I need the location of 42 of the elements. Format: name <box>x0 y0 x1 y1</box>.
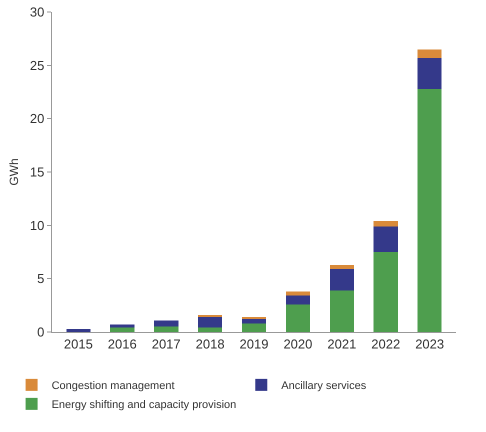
bar <box>286 304 310 332</box>
bar <box>154 326 178 332</box>
bar <box>110 324 134 328</box>
legend-label: Congestion management <box>52 380 175 392</box>
x-tick-label: 2015 <box>64 336 93 352</box>
bar <box>198 328 222 332</box>
bar <box>198 317 222 328</box>
x-tick-label: 2022 <box>371 336 400 352</box>
bar <box>374 221 398 226</box>
y-tick-label: 20 <box>30 111 44 126</box>
x-tick-label: 2016 <box>108 336 137 352</box>
x-tick-label: 2020 <box>283 336 312 352</box>
bar <box>110 328 134 332</box>
y-tick-label: 10 <box>30 218 44 233</box>
legend-label: Ancillary services <box>281 380 367 392</box>
x-tick-label: 2023 <box>415 336 444 352</box>
bar <box>286 291 310 296</box>
x-tick-label: 2018 <box>196 336 225 352</box>
y-axis-title: GWh <box>7 158 21 186</box>
y-tick-label: 5 <box>37 271 44 286</box>
bar <box>330 290 354 332</box>
y-tick-label: 30 <box>30 4 44 20</box>
bar <box>330 269 354 290</box>
bar <box>154 320 178 327</box>
bar <box>374 252 398 332</box>
bar <box>198 314 222 318</box>
x-tick-label: 2021 <box>327 336 356 352</box>
bar <box>418 88 442 332</box>
bar <box>418 58 442 89</box>
bar <box>242 323 266 332</box>
bar <box>286 296 310 304</box>
y-tick-label: 0 <box>37 324 44 340</box>
y-tick-label: 15 <box>30 164 44 180</box>
bar <box>374 226 398 252</box>
x-tick-label: 2019 <box>240 336 268 352</box>
bar <box>66 328 90 332</box>
bar <box>330 264 354 270</box>
bar <box>418 49 442 58</box>
bar <box>242 319 266 324</box>
y-tick-label: 25 <box>30 58 44 73</box>
x-tick-label: 2017 <box>152 336 181 352</box>
legend-label: Energy shifting and capacity provision <box>52 399 236 412</box>
